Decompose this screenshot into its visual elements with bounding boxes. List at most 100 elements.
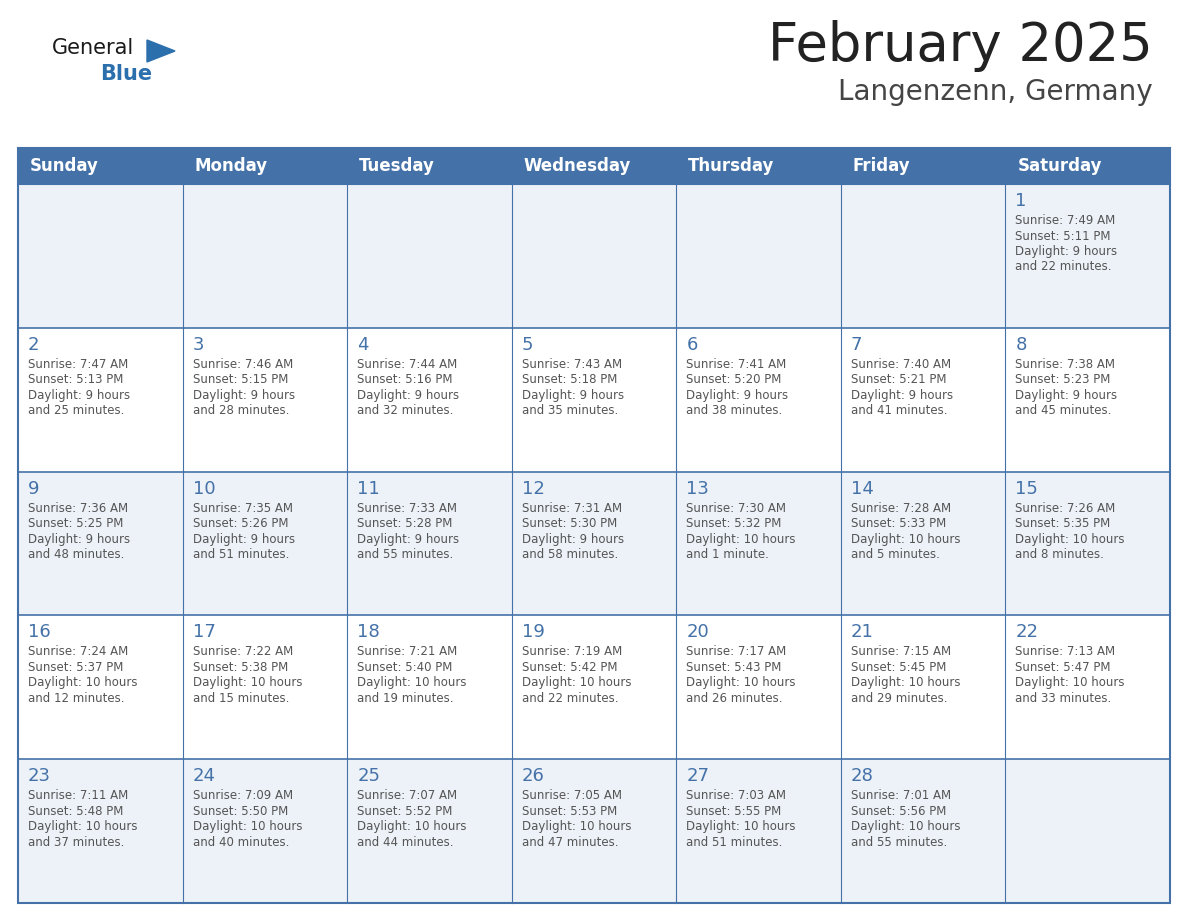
Text: 17: 17 bbox=[192, 623, 215, 642]
Text: and 1 minute.: and 1 minute. bbox=[687, 548, 769, 561]
Text: and 29 minutes.: and 29 minutes. bbox=[851, 692, 947, 705]
Text: Sunday: Sunday bbox=[30, 157, 99, 175]
Bar bbox=[1005, 615, 1170, 759]
Text: Daylight: 9 hours: Daylight: 9 hours bbox=[522, 389, 624, 402]
Text: Sunrise: 7:30 AM: Sunrise: 7:30 AM bbox=[687, 501, 786, 515]
Text: Daylight: 9 hours: Daylight: 9 hours bbox=[1016, 245, 1118, 258]
Bar bbox=[676, 615, 841, 759]
Text: Daylight: 10 hours: Daylight: 10 hours bbox=[687, 677, 796, 689]
Text: Sunrise: 7:17 AM: Sunrise: 7:17 AM bbox=[687, 645, 786, 658]
Text: 26: 26 bbox=[522, 767, 544, 785]
Bar bbox=[1005, 328, 1170, 472]
Bar bbox=[512, 184, 676, 328]
Text: and 25 minutes.: and 25 minutes. bbox=[29, 404, 125, 418]
Text: Sunrise: 7:31 AM: Sunrise: 7:31 AM bbox=[522, 501, 621, 515]
Bar bbox=[512, 472, 676, 615]
Text: and 51 minutes.: and 51 minutes. bbox=[687, 835, 783, 849]
Text: 16: 16 bbox=[29, 623, 51, 642]
Text: Sunset: 5:28 PM: Sunset: 5:28 PM bbox=[358, 517, 453, 530]
Text: Daylight: 10 hours: Daylight: 10 hours bbox=[851, 677, 960, 689]
Bar bbox=[347, 615, 512, 759]
Bar bbox=[676, 148, 841, 184]
Text: and 40 minutes.: and 40 minutes. bbox=[192, 835, 289, 849]
Text: Sunrise: 7:15 AM: Sunrise: 7:15 AM bbox=[851, 645, 950, 658]
Bar bbox=[841, 328, 1005, 472]
Text: Daylight: 10 hours: Daylight: 10 hours bbox=[358, 820, 467, 834]
Bar bbox=[841, 148, 1005, 184]
Text: Sunrise: 7:09 AM: Sunrise: 7:09 AM bbox=[192, 789, 292, 802]
Text: and 37 minutes.: and 37 minutes. bbox=[29, 835, 125, 849]
Bar bbox=[347, 472, 512, 615]
Text: 10: 10 bbox=[192, 479, 215, 498]
Bar bbox=[347, 184, 512, 328]
Text: 7: 7 bbox=[851, 336, 862, 353]
Text: Sunrise: 7:07 AM: Sunrise: 7:07 AM bbox=[358, 789, 457, 802]
Text: Sunrise: 7:38 AM: Sunrise: 7:38 AM bbox=[1016, 358, 1116, 371]
Text: and 48 minutes.: and 48 minutes. bbox=[29, 548, 125, 561]
Text: Sunset: 5:11 PM: Sunset: 5:11 PM bbox=[1016, 230, 1111, 242]
Bar bbox=[18, 184, 183, 328]
Bar bbox=[18, 328, 183, 472]
Bar bbox=[18, 148, 1170, 903]
Text: and 32 minutes.: and 32 minutes. bbox=[358, 404, 454, 418]
Text: Daylight: 10 hours: Daylight: 10 hours bbox=[192, 677, 302, 689]
Text: Sunrise: 7:44 AM: Sunrise: 7:44 AM bbox=[358, 358, 457, 371]
Text: and 55 minutes.: and 55 minutes. bbox=[358, 548, 454, 561]
Text: Daylight: 10 hours: Daylight: 10 hours bbox=[851, 820, 960, 834]
Bar bbox=[18, 472, 183, 615]
Text: Sunrise: 7:01 AM: Sunrise: 7:01 AM bbox=[851, 789, 950, 802]
Text: Sunset: 5:16 PM: Sunset: 5:16 PM bbox=[358, 374, 453, 386]
Text: 8: 8 bbox=[1016, 336, 1026, 353]
Bar bbox=[512, 615, 676, 759]
Text: and 41 minutes.: and 41 minutes. bbox=[851, 404, 947, 418]
Bar bbox=[1005, 472, 1170, 615]
Text: Daylight: 9 hours: Daylight: 9 hours bbox=[358, 389, 460, 402]
Text: Sunset: 5:21 PM: Sunset: 5:21 PM bbox=[851, 374, 947, 386]
Text: Sunset: 5:43 PM: Sunset: 5:43 PM bbox=[687, 661, 782, 674]
Text: Sunrise: 7:40 AM: Sunrise: 7:40 AM bbox=[851, 358, 950, 371]
Text: 19: 19 bbox=[522, 623, 544, 642]
Text: Sunrise: 7:21 AM: Sunrise: 7:21 AM bbox=[358, 645, 457, 658]
Text: 28: 28 bbox=[851, 767, 873, 785]
Text: Daylight: 9 hours: Daylight: 9 hours bbox=[29, 532, 131, 545]
Text: Sunrise: 7:41 AM: Sunrise: 7:41 AM bbox=[687, 358, 786, 371]
Text: Daylight: 10 hours: Daylight: 10 hours bbox=[687, 820, 796, 834]
Bar bbox=[676, 759, 841, 903]
Bar bbox=[183, 184, 347, 328]
Text: Daylight: 10 hours: Daylight: 10 hours bbox=[192, 820, 302, 834]
Text: 20: 20 bbox=[687, 623, 709, 642]
Text: Sunrise: 7:03 AM: Sunrise: 7:03 AM bbox=[687, 789, 786, 802]
Text: Sunrise: 7:43 AM: Sunrise: 7:43 AM bbox=[522, 358, 621, 371]
Bar bbox=[841, 759, 1005, 903]
Text: 12: 12 bbox=[522, 479, 544, 498]
Text: 15: 15 bbox=[1016, 479, 1038, 498]
Bar bbox=[1005, 184, 1170, 328]
Text: and 19 minutes.: and 19 minutes. bbox=[358, 692, 454, 705]
Text: General: General bbox=[52, 38, 134, 58]
Text: 5: 5 bbox=[522, 336, 533, 353]
Text: Daylight: 10 hours: Daylight: 10 hours bbox=[358, 677, 467, 689]
Text: 14: 14 bbox=[851, 479, 873, 498]
Text: Daylight: 9 hours: Daylight: 9 hours bbox=[1016, 389, 1118, 402]
Text: 3: 3 bbox=[192, 336, 204, 353]
Text: 4: 4 bbox=[358, 336, 368, 353]
Text: Sunset: 5:48 PM: Sunset: 5:48 PM bbox=[29, 805, 124, 818]
Text: Daylight: 9 hours: Daylight: 9 hours bbox=[687, 389, 789, 402]
Text: Sunset: 5:13 PM: Sunset: 5:13 PM bbox=[29, 374, 124, 386]
Bar bbox=[18, 759, 183, 903]
Text: Friday: Friday bbox=[853, 157, 910, 175]
Text: Sunrise: 7:11 AM: Sunrise: 7:11 AM bbox=[29, 789, 128, 802]
Text: Sunset: 5:32 PM: Sunset: 5:32 PM bbox=[687, 517, 782, 530]
Text: Daylight: 10 hours: Daylight: 10 hours bbox=[1016, 532, 1125, 545]
Text: 13: 13 bbox=[687, 479, 709, 498]
Text: and 12 minutes.: and 12 minutes. bbox=[29, 692, 125, 705]
Text: 1: 1 bbox=[1016, 192, 1026, 210]
Bar bbox=[347, 759, 512, 903]
Text: and 58 minutes.: and 58 minutes. bbox=[522, 548, 618, 561]
Text: Sunset: 5:33 PM: Sunset: 5:33 PM bbox=[851, 517, 946, 530]
Text: Sunset: 5:20 PM: Sunset: 5:20 PM bbox=[687, 374, 782, 386]
Bar bbox=[841, 615, 1005, 759]
Bar bbox=[1005, 759, 1170, 903]
Text: and 15 minutes.: and 15 minutes. bbox=[192, 692, 289, 705]
Text: Thursday: Thursday bbox=[688, 157, 775, 175]
